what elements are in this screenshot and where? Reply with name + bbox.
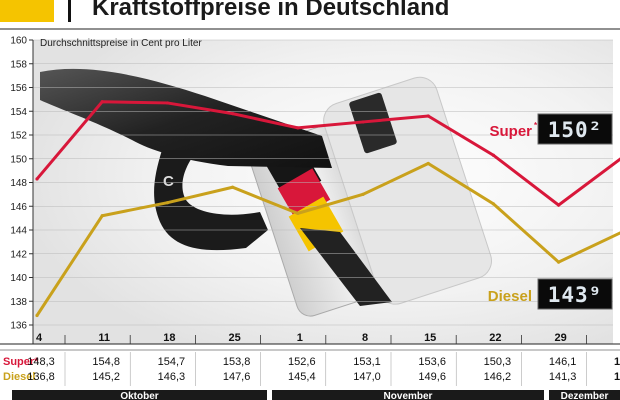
data-point-super xyxy=(296,126,300,130)
table-cell-super: 146,1 xyxy=(549,356,577,368)
table-cell-super: 152,6 xyxy=(288,356,316,368)
header-divider xyxy=(68,0,71,22)
svg-text:C: C xyxy=(163,173,174,190)
data-point-super xyxy=(100,100,104,104)
x-tick-label: 25 xyxy=(228,332,240,344)
table-cell-diesel: 136,8 xyxy=(27,371,55,383)
chart-subtitle: Durchschnittspreise in Cent pro Liter xyxy=(40,38,202,49)
y-tick-label: 136 xyxy=(10,321,27,332)
series-line-diesel xyxy=(35,161,620,317)
background-photo: C xyxy=(33,40,613,344)
month-band xyxy=(12,390,267,400)
data-point-diesel xyxy=(491,202,495,206)
x-tick-label: 8 xyxy=(362,332,368,344)
month-label: Dezember xyxy=(561,391,609,400)
table-cell-super: 150,2 xyxy=(614,356,620,368)
data-point-diesel xyxy=(557,260,561,264)
y-tick-label: 146 xyxy=(10,202,27,213)
y-tick-label: 142 xyxy=(10,249,27,260)
row-label-diesel: Diesel xyxy=(3,371,35,383)
table-cell-diesel: 146,2 xyxy=(484,371,512,383)
table-cell-super: 154,8 xyxy=(92,356,120,368)
y-tick-label: 160 xyxy=(10,36,27,47)
y-tick-label: 158 xyxy=(10,59,27,70)
y-tick-label: 140 xyxy=(10,273,27,284)
data-point-diesel xyxy=(296,211,300,215)
diesel-price-display-value: 143⁹ xyxy=(548,283,603,307)
y-tick-label: 156 xyxy=(10,83,27,94)
x-tick-label: 29 xyxy=(554,332,566,344)
table-cell-super: 153,6 xyxy=(418,356,446,368)
chart-title: Kraftstoffpreise in Deutschland xyxy=(92,0,449,21)
table-cell-super: 148,3 xyxy=(27,356,55,368)
legend-label-diesel: Diesel xyxy=(488,288,532,305)
month-label: November xyxy=(384,391,433,400)
month-band xyxy=(549,390,620,400)
table-cell-diesel: 147,6 xyxy=(223,371,251,383)
data-point-diesel xyxy=(100,214,104,218)
super-price-display xyxy=(537,113,613,145)
month-label: Oktober xyxy=(120,391,158,400)
y-tick-label: 144 xyxy=(10,226,27,237)
table-cell-diesel: 141,3 xyxy=(549,371,577,383)
month-band xyxy=(272,390,544,400)
x-tick-label: 4 xyxy=(36,332,43,344)
data-point-super xyxy=(557,203,561,207)
y-tick-label: 154 xyxy=(10,107,27,118)
data-point-super xyxy=(165,101,169,105)
data-point-super xyxy=(361,120,365,124)
x-tick-label: 11 xyxy=(98,332,110,344)
series-lines xyxy=(35,100,620,318)
legend-label-super: Super xyxy=(489,123,532,140)
table-cell-diesel: 146,3 xyxy=(158,371,186,383)
value-table: 148,3 154,8 154,7 153,8 152,6 153,1 153,6 150,3… xyxy=(27,352,620,386)
x-tick-label: 1 xyxy=(297,332,303,344)
table-cell-super: 150,3 xyxy=(484,356,512,368)
table-cell-super: 153,1 xyxy=(353,356,381,368)
table-cell-diesel: 143,9 xyxy=(614,371,620,383)
y-tick-label: 152 xyxy=(10,131,27,142)
data-point-super xyxy=(426,114,430,118)
table-cell-diesel: 149,6 xyxy=(418,371,446,383)
x-tick-label: 18 xyxy=(163,332,175,344)
data-point-diesel xyxy=(35,313,39,318)
data-point-super xyxy=(35,177,39,181)
y-tick-label: 138 xyxy=(10,297,27,308)
data-point-diesel xyxy=(426,161,430,166)
data-point-diesel xyxy=(165,201,169,205)
super-price-display-value: 150² xyxy=(548,118,603,142)
data-point-diesel xyxy=(361,192,365,196)
y-axis-ticks: 136 138 140 142 144 146 148 150 152 154 156 158 160 xyxy=(10,36,33,332)
legend-asterisk: * xyxy=(534,121,538,130)
data-point-super xyxy=(231,112,235,116)
table-cell-diesel: 145,2 xyxy=(92,371,120,383)
month-bar: Oktober November Dezember xyxy=(12,390,620,400)
data-point-super xyxy=(491,153,495,157)
data-point-diesel xyxy=(231,185,235,189)
table-cell-super: 153,8 xyxy=(223,356,251,368)
series-line-super xyxy=(35,100,620,207)
y-tick-label: 150 xyxy=(10,154,27,165)
diesel-price-display xyxy=(537,278,613,310)
table-cell-diesel: 147,0 xyxy=(353,371,381,383)
x-tick-label: 22 xyxy=(489,332,501,344)
table-cell-diesel: 145,4 xyxy=(288,371,316,383)
x-axis-ticks: 4111825181522296 xyxy=(36,332,587,344)
header-accent xyxy=(0,0,54,22)
table-cell-super: 154,7 xyxy=(158,356,186,368)
row-label-super: Super* xyxy=(3,356,39,368)
x-tick-label: 15 xyxy=(424,332,436,344)
grid xyxy=(33,39,613,326)
y-tick-label: 148 xyxy=(10,178,27,189)
